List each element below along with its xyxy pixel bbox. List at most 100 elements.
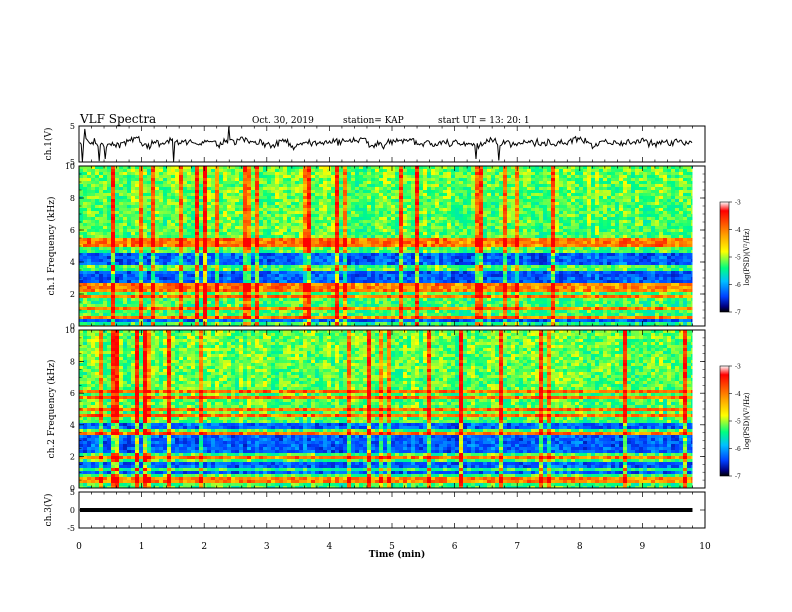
spectrogram-cell <box>359 232 363 235</box>
spectrogram-cell <box>495 229 499 232</box>
spectrogram-cell <box>603 181 607 184</box>
spectrogram-cell <box>327 211 331 214</box>
spectrogram-cell <box>655 181 659 184</box>
spectrogram-cell <box>535 232 539 235</box>
spectrogram-cell <box>359 172 363 175</box>
spectrogram-cell <box>243 175 247 178</box>
spectrogram-cell <box>467 166 471 169</box>
spectrogram-cell <box>371 211 375 214</box>
spectrogram-cell <box>591 199 595 202</box>
spectrogram-cell <box>411 226 415 229</box>
spectrogram-cell <box>543 193 547 196</box>
spectrogram-cell <box>307 208 311 211</box>
spectrogram-cell <box>327 226 331 229</box>
spectrogram-cell <box>275 202 279 205</box>
spectrogram-cell <box>267 208 271 211</box>
spectrogram-cell <box>571 184 575 187</box>
spectrogram-cell <box>575 235 579 238</box>
spectrogram-cell <box>507 196 511 199</box>
spectrogram-cell <box>115 220 119 223</box>
spectrogram-cell <box>179 187 183 190</box>
spectrogram-cell <box>199 205 203 208</box>
spectrogram-cell <box>123 190 127 193</box>
spectrogram-cell <box>463 169 467 172</box>
spectrogram-cell <box>271 202 275 205</box>
spectrogram-cell <box>327 238 331 241</box>
spectrogram-cell <box>411 214 415 217</box>
spectrogram-cell <box>687 205 691 208</box>
spectrogram-cell <box>635 193 639 196</box>
spectrogram-cell <box>119 256 123 259</box>
spectrogram-cell <box>123 202 127 205</box>
spectrogram-cell <box>631 187 635 190</box>
spectrogram-cell <box>575 226 579 229</box>
spectrogram-cell <box>311 178 315 181</box>
spectrogram-cell <box>367 250 371 253</box>
spectrogram-cell <box>427 217 431 220</box>
spectrogram-cell <box>399 178 403 181</box>
spectrogram-cell <box>371 166 375 169</box>
spectrogram-cell <box>131 259 135 262</box>
spectrogram-cell <box>279 253 283 256</box>
spectrogram-cell <box>123 214 127 217</box>
spectrogram-cell <box>619 169 623 172</box>
spectrogram-cell <box>203 229 207 232</box>
spectrogram-cell <box>91 196 95 199</box>
spectrogram-cell <box>403 172 407 175</box>
spectrogram-cell <box>307 256 311 259</box>
spectrogram-cell <box>191 196 195 199</box>
spectrogram-cell <box>639 178 643 181</box>
spectrogram-cell <box>583 175 587 178</box>
spectrogram-cell <box>671 235 675 238</box>
spectrogram-cell <box>483 178 487 181</box>
spectrogram-cell <box>407 253 411 256</box>
spectrogram-cell <box>423 241 427 244</box>
spectrogram-cell <box>459 211 463 214</box>
spectrogram-cell <box>363 205 367 208</box>
spectrogram-cell <box>79 172 83 175</box>
spectrogram-cell <box>283 190 287 193</box>
spectrogram-cell <box>447 241 451 244</box>
spectrogram-cell <box>335 205 339 208</box>
spectrogram-cell <box>407 196 411 199</box>
spectrogram-cell <box>251 229 255 232</box>
spectrogram-cell <box>579 235 583 238</box>
spectrogram-cell <box>191 217 195 220</box>
spectrogram-cell <box>171 223 175 226</box>
spectrogram-cell <box>215 235 219 238</box>
spectrogram-cell <box>679 211 683 214</box>
spectrogram-cell <box>247 214 251 217</box>
spectrogram-cell <box>443 259 447 262</box>
spectrogram-cell <box>199 181 203 184</box>
spectrogram-cell <box>307 175 311 178</box>
spectrogram-cell <box>323 232 327 235</box>
spectrogram-cell <box>363 244 367 247</box>
spectrogram-cell <box>579 205 583 208</box>
spectrogram-cell <box>347 199 351 202</box>
spectrogram-cell <box>599 178 603 181</box>
spectrogram-cell <box>499 202 503 205</box>
spectrogram-cell <box>563 235 567 238</box>
spectrogram-cell <box>535 229 539 232</box>
spectrogram-cell <box>679 244 683 247</box>
spectrogram-cell <box>399 166 403 169</box>
spectrogram-cell <box>535 199 539 202</box>
spectrogram-cell <box>627 253 631 256</box>
spectrogram-cell <box>499 175 503 178</box>
spectrogram-cell <box>331 175 335 178</box>
spectrogram-cell <box>351 256 355 259</box>
spectrogram-cell <box>667 238 671 241</box>
spectrogram-cell <box>487 235 491 238</box>
spectrogram-cell <box>171 178 175 181</box>
spectrogram-cell <box>659 190 663 193</box>
spectrogram-cell <box>359 196 363 199</box>
spectrogram-cell <box>359 187 363 190</box>
spectrogram-cell <box>203 184 207 187</box>
spectrogram-cell <box>87 193 91 196</box>
spectrogram-cell <box>295 256 299 259</box>
spectrogram-cell <box>387 211 391 214</box>
spectrogram-cell <box>223 166 227 169</box>
spectrogram-cell <box>283 253 287 256</box>
spectrogram-cell <box>235 169 239 172</box>
spectrogram-cell <box>527 199 531 202</box>
